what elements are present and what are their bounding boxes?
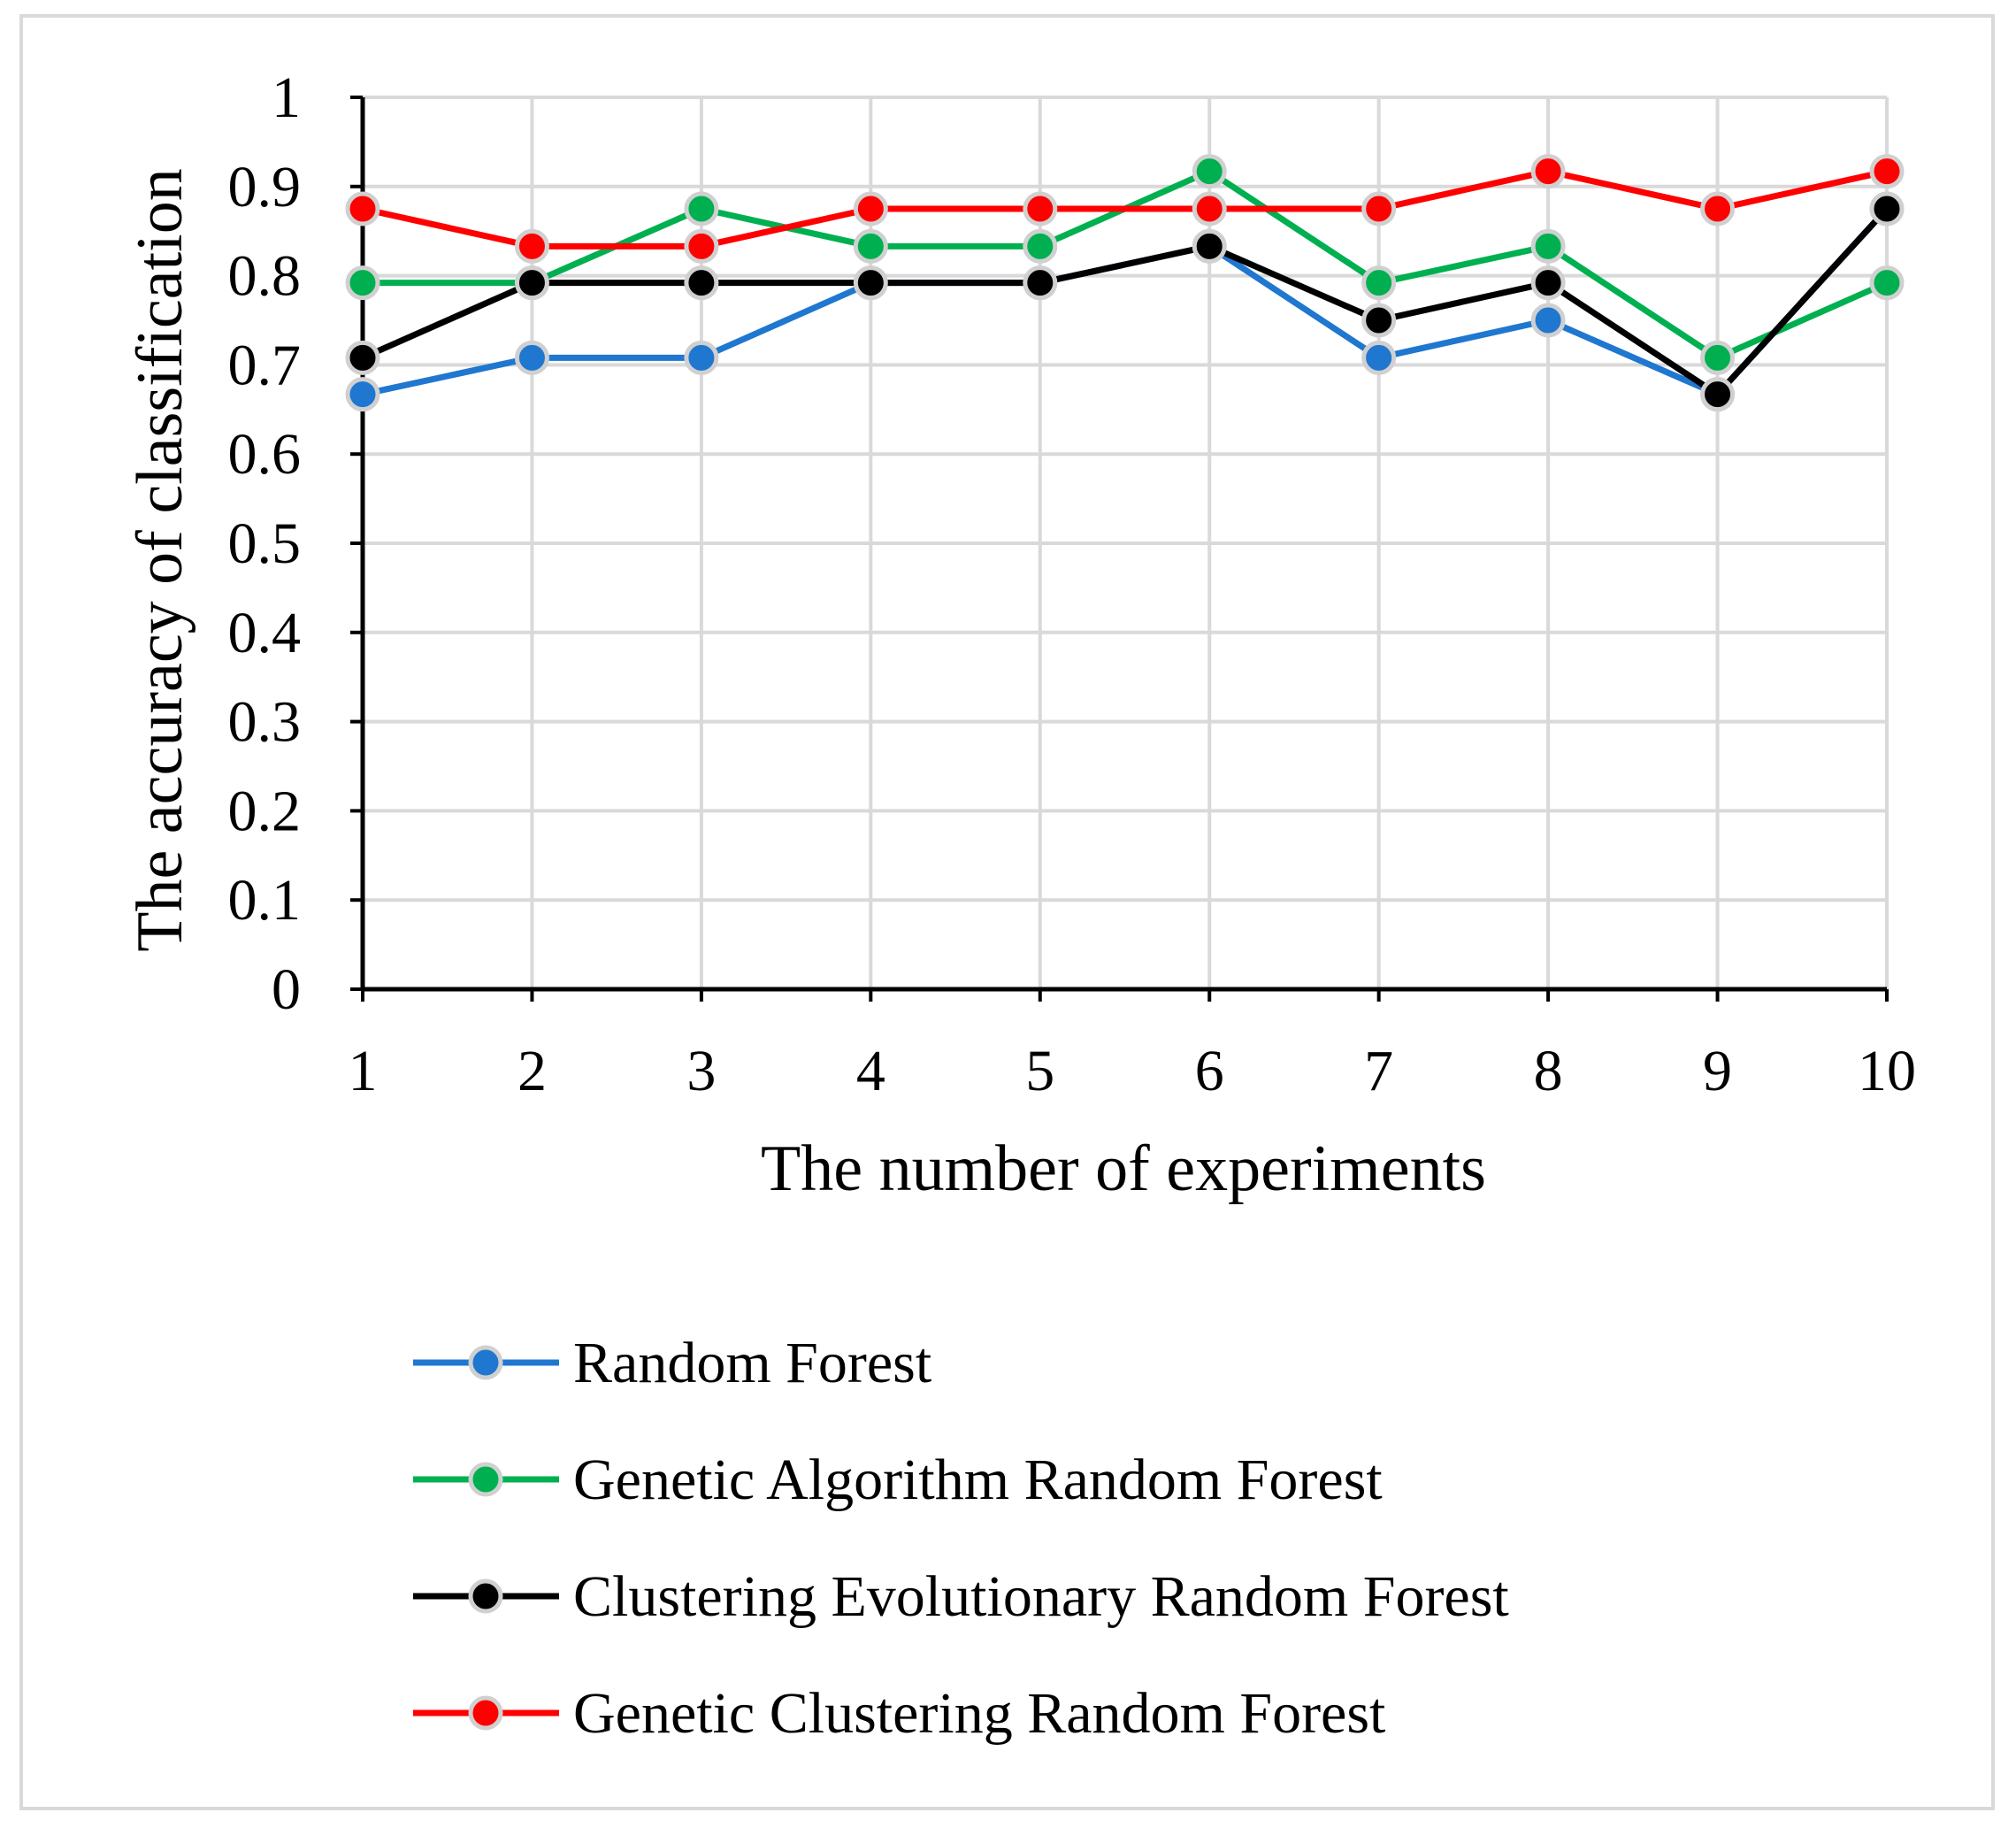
legend-label: Random Forest [573, 1331, 931, 1395]
outer-frame [19, 14, 1995, 1810]
series-line [361, 206, 1890, 398]
x-tick-label: 3 [686, 1039, 716, 1103]
legend-item-4: Genetic Clustering Random Forest [413, 1681, 1385, 1746]
x-tick-label: 8 [1534, 1039, 1563, 1103]
data-point [1700, 377, 1736, 412]
data-point [684, 340, 719, 375]
data-point [514, 340, 549, 375]
y-tick-labels: 0 0.1 0.2 0.3 0.4 0.5 0.6 0.7 0.8 0.9 1 [228, 65, 302, 1022]
series-line [362, 168, 1888, 250]
data-point [1192, 154, 1227, 189]
x-tick-label: 2 [517, 1039, 547, 1103]
legend: Random Forest Genetic Algorithm Random Fo… [413, 1331, 1509, 1746]
y-tick-label: 0.8 [228, 244, 302, 309]
data-point [1530, 265, 1566, 301]
y-tick-label: 0.1 [228, 868, 302, 933]
legend-item-3: Clustering Evolutionary Random Forest [413, 1564, 1509, 1629]
legend-swatch-marker [468, 1462, 503, 1497]
data-point [1700, 340, 1736, 375]
data-point [684, 265, 719, 301]
legend-swatch-marker [468, 1345, 503, 1380]
x-tick-label: 9 [1703, 1039, 1732, 1103]
data-point [1361, 191, 1397, 227]
data-point [1530, 154, 1566, 189]
series [345, 154, 1905, 412]
legend-swatch-marker [468, 1578, 503, 1614]
data-point [1361, 340, 1397, 375]
y-tick-label: 0.4 [228, 601, 302, 665]
x-axis-title: The number of experiments [761, 1133, 1486, 1205]
y-tick-label: 0 [272, 957, 301, 1022]
legend-item-1: Random Forest [413, 1331, 931, 1395]
data-point [684, 228, 719, 264]
data-point [1192, 228, 1227, 264]
y-axis-title: The accuracy of classification [124, 168, 196, 951]
y-tick-label: 0.6 [228, 422, 302, 487]
data-point [1869, 191, 1905, 227]
y-tick-label: 0.7 [228, 333, 302, 397]
data-point [1869, 154, 1905, 189]
data-point [1361, 303, 1397, 338]
data-point [345, 265, 380, 301]
data-point [1023, 191, 1058, 227]
data-point [514, 265, 549, 301]
data-point [853, 265, 888, 301]
legend-label: Genetic Algorithm Random Forest [573, 1448, 1383, 1512]
y-tick-label: 1 [272, 65, 301, 130]
x-tick-label: 1 [349, 1039, 378, 1103]
data-point [1023, 265, 1058, 301]
data-point [345, 340, 380, 375]
data-point [1023, 228, 1058, 264]
y-tick-label: 0.9 [228, 155, 302, 219]
data-point [514, 228, 549, 264]
data-point [345, 377, 380, 412]
data-point [1192, 191, 1227, 227]
x-tick-label: 6 [1195, 1039, 1224, 1103]
y-tick-label: 0.3 [228, 690, 302, 755]
x-tick-label: 7 [1364, 1039, 1393, 1103]
y-tick-label: 0.5 [228, 511, 302, 576]
x-tick-label: 5 [1025, 1039, 1054, 1103]
axes [350, 96, 1889, 1002]
legend-item-2: Genetic Algorithm Random Forest [413, 1448, 1383, 1512]
data-point [345, 191, 380, 227]
data-point [1700, 191, 1736, 227]
series-4 [345, 154, 1905, 264]
data-point [1530, 228, 1566, 264]
y-tick-label: 0.2 [228, 779, 302, 843]
x-tick-label: 10 [1858, 1039, 1916, 1103]
legend-swatch-marker [468, 1695, 503, 1731]
data-point [1361, 265, 1397, 301]
x-tick-label: 4 [856, 1039, 885, 1103]
data-point [1530, 303, 1566, 338]
data-point [1869, 265, 1905, 301]
data-point [853, 191, 888, 227]
legend-label: Clustering Evolutionary Random Forest [573, 1564, 1509, 1629]
x-tick-labels: 1 2 3 4 5 6 7 8 9 10 [349, 1039, 1917, 1103]
legend-label: Genetic Clustering Random Forest [573, 1681, 1385, 1746]
data-point [684, 191, 719, 227]
data-point [853, 228, 888, 264]
series-3 [345, 191, 1905, 412]
